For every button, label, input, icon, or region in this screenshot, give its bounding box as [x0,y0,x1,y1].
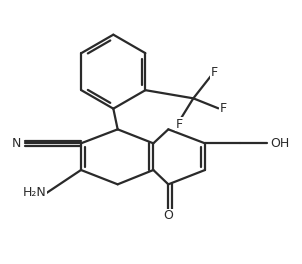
Text: F: F [211,67,218,79]
Text: N: N [11,137,21,150]
Text: O: O [163,209,173,222]
Text: OH: OH [271,137,290,150]
Text: F: F [220,102,227,115]
Text: H₂N: H₂N [22,186,46,199]
Text: F: F [176,117,183,130]
